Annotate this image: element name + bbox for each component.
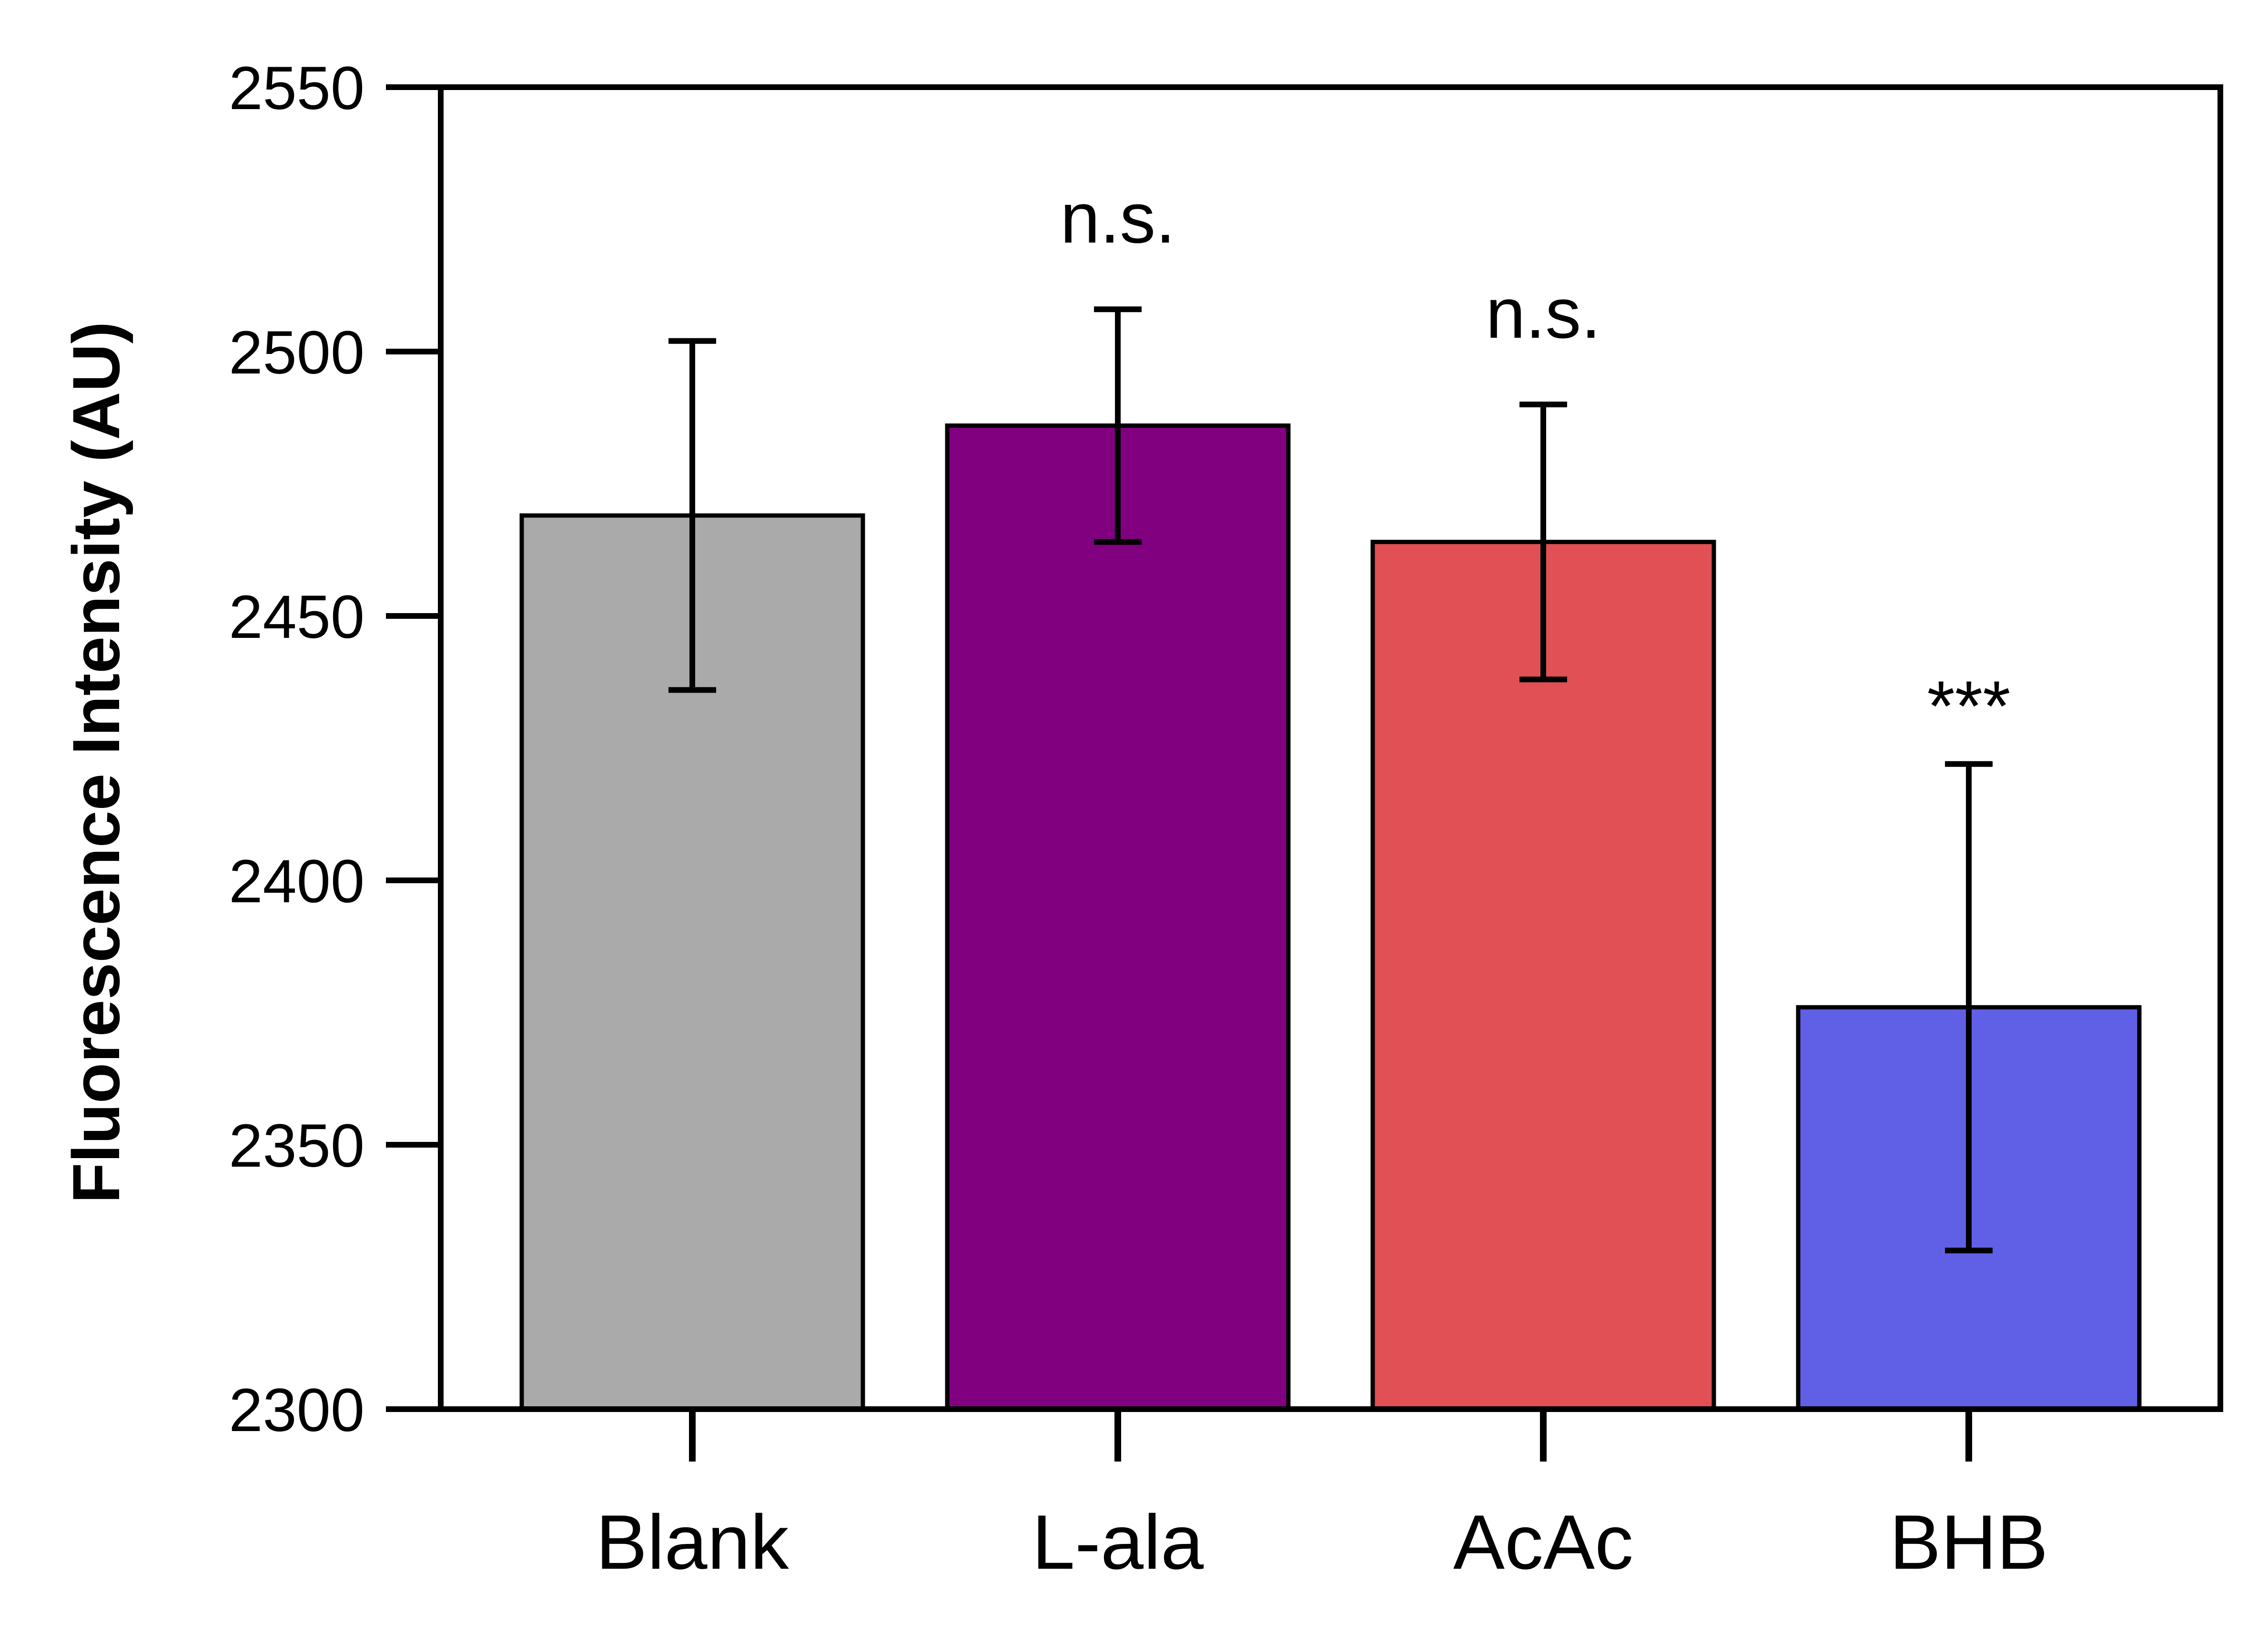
bars xyxy=(519,423,2142,1412)
error-bar-l-ala xyxy=(1094,306,1142,545)
x-tick-label-acac: AcAc xyxy=(1453,1499,1633,1585)
x-tick-label-blank: Blank xyxy=(596,1499,789,1585)
y-tick-label: 2300 xyxy=(229,1376,364,1444)
error-bar-blank xyxy=(668,338,716,693)
x-axis: Blank L-ala AcAc BHB xyxy=(596,1409,2048,1585)
plot-frame xyxy=(438,84,2223,1412)
bar-l-ala xyxy=(945,423,1291,1412)
error-bars xyxy=(668,306,1993,1253)
significance-label-bhb: *** xyxy=(1927,666,2010,746)
significance-labels: n.s. n.s. *** xyxy=(1060,178,2010,746)
y-tick-label: 2350 xyxy=(229,1112,364,1180)
x-tick-label-bhb: BHB xyxy=(1889,1499,2048,1585)
bar-acac xyxy=(1370,540,1716,1412)
y-axis: 2300 2350 2400 2450 2500 2550 xyxy=(229,54,441,1444)
y-tick-label: 2450 xyxy=(229,583,364,651)
error-bar-bhb xyxy=(1945,761,1993,1253)
y-tick-label: 2500 xyxy=(229,319,364,387)
y-tick-label: 2550 xyxy=(229,54,364,122)
significance-label-acac: n.s. xyxy=(1486,273,1601,353)
y-axis-title: Fluorescence Intensity (AU) xyxy=(59,322,133,1204)
x-tick-label-l-ala: L-ala xyxy=(1032,1499,1204,1585)
y-tick-label: 2400 xyxy=(229,847,364,916)
significance-label-l-ala: n.s. xyxy=(1060,178,1175,258)
error-bar-acac xyxy=(1519,402,1567,683)
